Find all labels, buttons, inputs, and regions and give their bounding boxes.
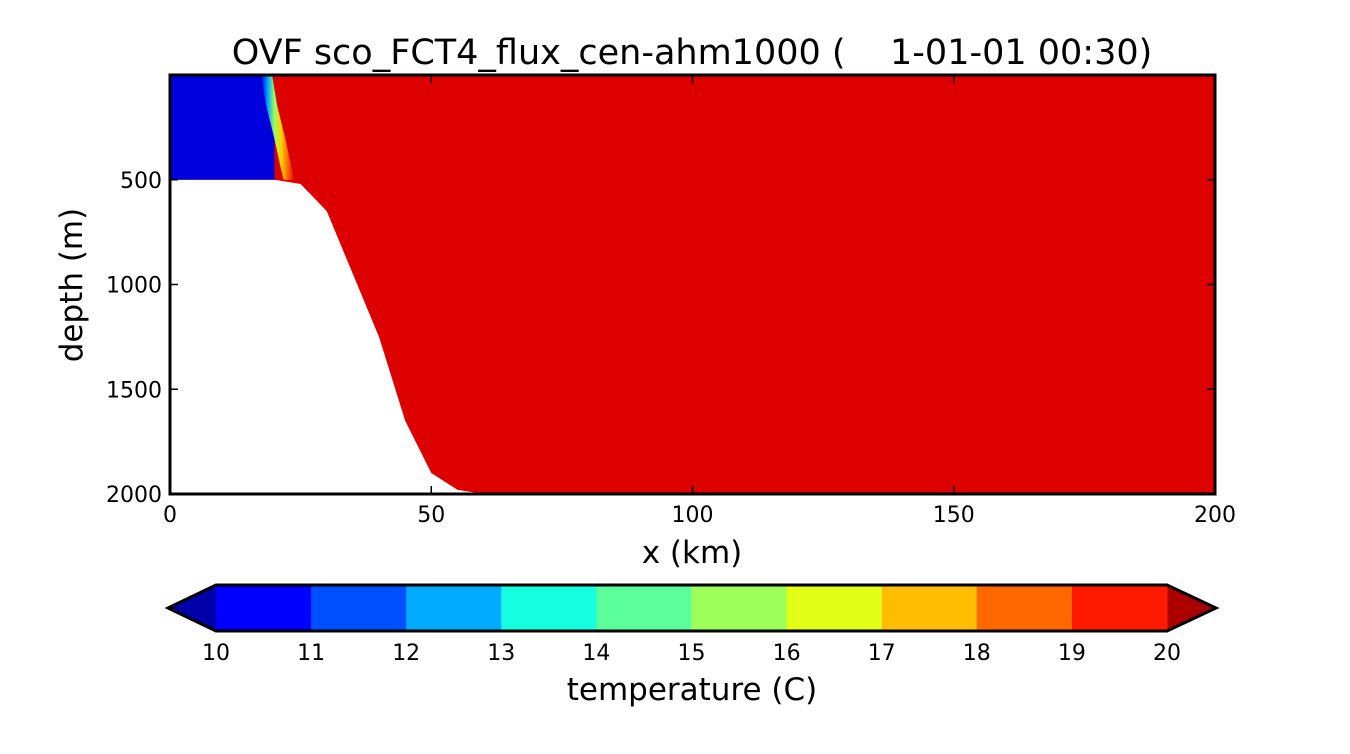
x-tick-label: 0 — [163, 503, 177, 528]
colorbar-tick-label: 20 — [1153, 641, 1181, 666]
colorbar: 10 11 12 13 14 15 16 17 18 19 20 — [164, 583, 1220, 666]
x-tick-label: 150 — [933, 503, 975, 528]
colorbar-bin — [1071, 585, 1168, 631]
colorbar-bin — [786, 585, 883, 631]
colorbar-tick-label: 17 — [868, 641, 896, 666]
colorbar-tick-label: 18 — [963, 641, 991, 666]
colorbar-tick-label: 13 — [487, 641, 515, 666]
colorbar-bin — [406, 585, 502, 631]
colorbar-outline — [164, 583, 1220, 633]
colorbar-bin — [596, 585, 692, 631]
colorbar-bin — [501, 585, 597, 631]
colorbar-tick-label: 14 — [582, 641, 610, 666]
colorbar-tick-label: 10 — [202, 641, 230, 666]
y-axis-label: depth (m) — [54, 208, 90, 362]
colorbar-bin — [881, 585, 978, 631]
cold-water-region — [170, 75, 275, 180]
colorbar-tick-label: 12 — [392, 641, 420, 666]
colorbar-tick-label: 16 — [773, 641, 801, 666]
colorbar-bin — [691, 585, 788, 631]
chart-title: OVF sco_FCT4_flux_cen-ahm1000 ( 1-01-01 … — [232, 33, 1153, 73]
plot-area — [170, 75, 1215, 494]
x-tick-label: 100 — [672, 503, 714, 528]
y-tick-label: 2000 — [106, 483, 162, 508]
warm-water-region — [170, 75, 1215, 494]
colorbar-bin — [311, 585, 407, 631]
axes: 0 50 100 150 200 500 1000 1500 2000 — [106, 75, 1236, 528]
x-axis-label: x (km) — [642, 535, 743, 571]
colorbar-under-extension — [168, 585, 216, 631]
colorbar-label: temperature (C) — [567, 672, 818, 708]
colorbar-bin — [216, 585, 312, 631]
temperature-front — [261, 75, 295, 180]
y-tick-label: 1500 — [106, 378, 162, 403]
colorbar-bin — [976, 585, 1073, 631]
x-tick-label: 50 — [417, 503, 445, 528]
colorbar-over-extension — [1167, 585, 1216, 631]
y-tick-label: 1000 — [106, 274, 162, 299]
y-tick-label: 500 — [120, 169, 162, 194]
warm-water-near-front — [272, 75, 327, 180]
colorbar-tick-label: 15 — [678, 641, 706, 666]
x-tick-label: 200 — [1194, 503, 1236, 528]
colorbar-tick-label: 11 — [297, 641, 325, 666]
colorbar-tick-label: 19 — [1058, 641, 1086, 666]
